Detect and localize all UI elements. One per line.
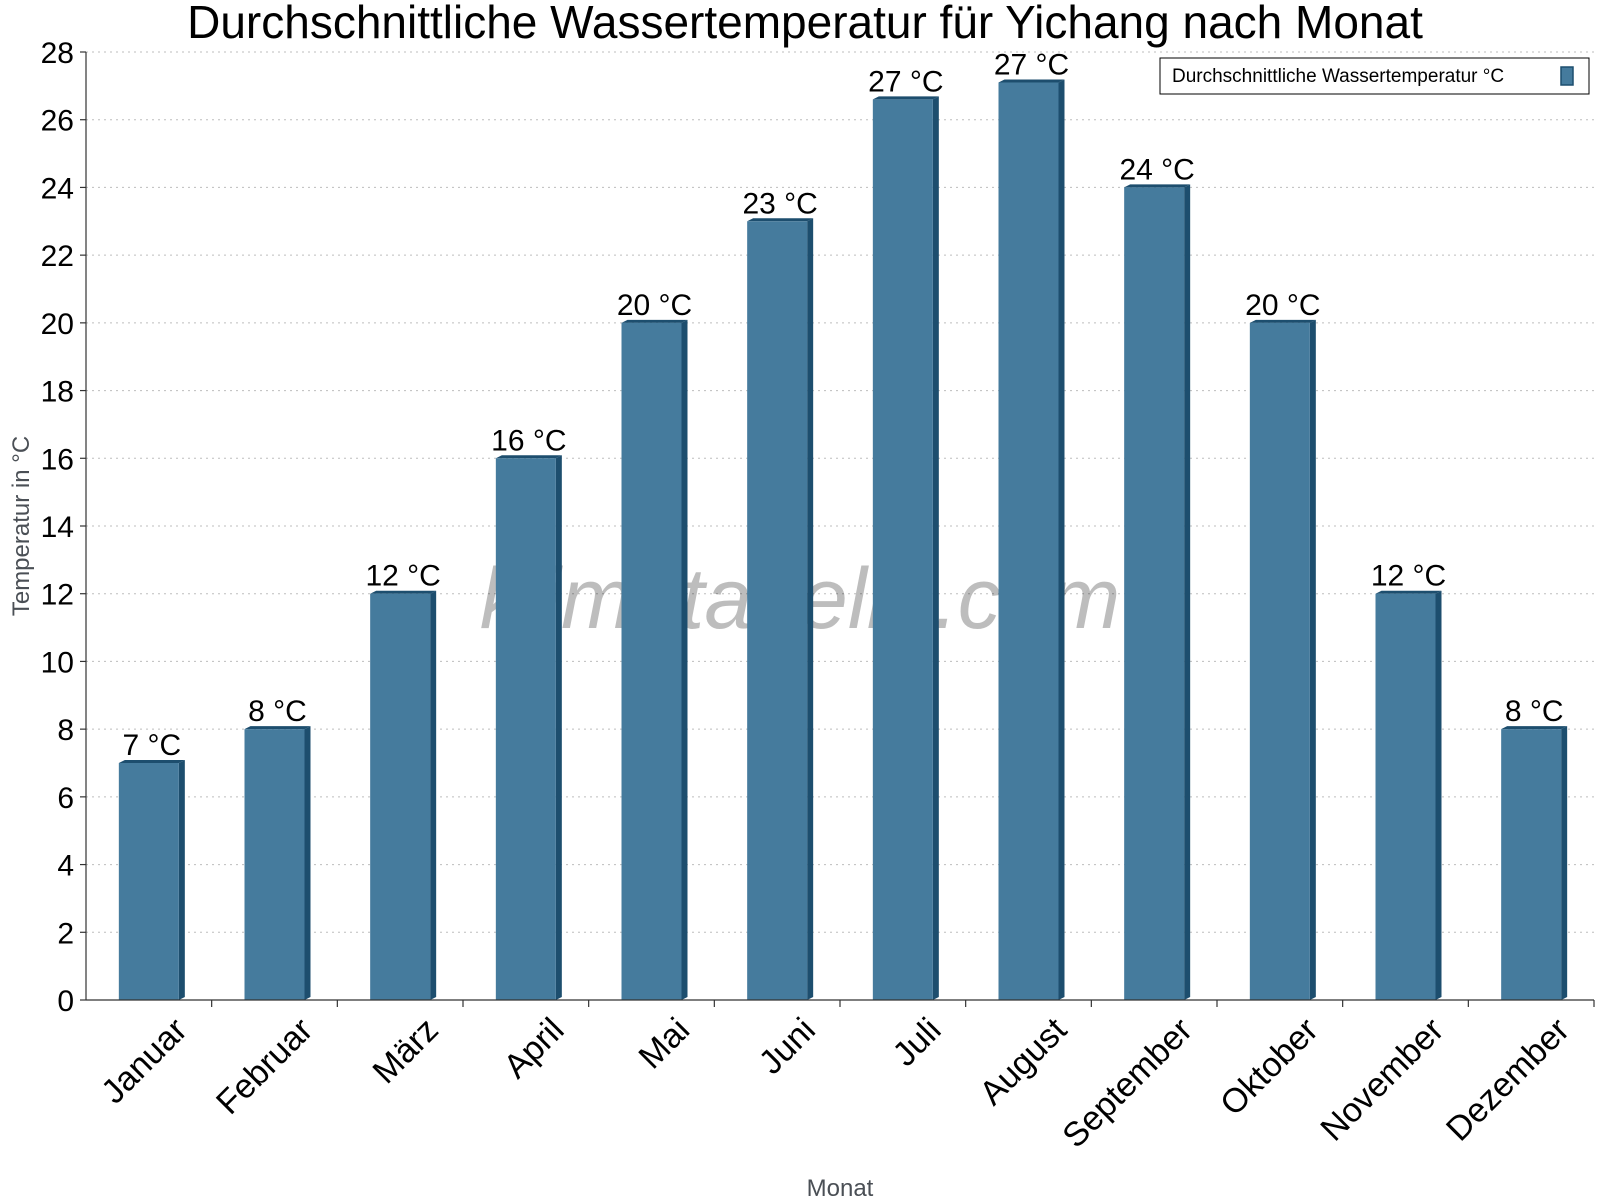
x-tick-label: April — [497, 1011, 572, 1086]
data-label: 20 °C — [617, 289, 692, 322]
bar — [495, 455, 562, 1000]
bar-side — [807, 218, 814, 1001]
bar-front — [118, 763, 179, 1000]
legend-swatch — [1560, 66, 1574, 86]
data-label: 7 °C — [122, 729, 181, 762]
x-tick-label: Oktober — [1213, 1011, 1325, 1123]
bar-front — [244, 729, 305, 1000]
data-label: 24 °C — [1119, 153, 1194, 186]
bar-front — [495, 458, 556, 1000]
y-tick-label: 14 — [41, 511, 74, 544]
data-label: 8 °C — [248, 695, 307, 728]
x-tick-label: März — [366, 1011, 446, 1091]
bar-top — [1124, 184, 1191, 188]
legend-label: Durchschnittliche Wassertemperatur °C — [1172, 66, 1504, 87]
y-tick-label: 26 — [41, 105, 74, 138]
legend: Durchschnittliche Wassertemperatur °C — [1159, 57, 1590, 95]
x-tick-label: Januar — [94, 1011, 194, 1111]
legend-box — [1159, 57, 1590, 95]
y-tick-label: 22 — [41, 240, 74, 273]
x-tick-label: Mai — [632, 1011, 698, 1077]
bar-side — [1184, 184, 1191, 1000]
y-axis-label: Temperatur in °C — [8, 436, 35, 616]
bar — [118, 760, 185, 1000]
bar-front — [370, 593, 431, 1000]
data-label: 23 °C — [742, 187, 817, 220]
x-axis-ticks: Januar Februar März April Mai Juni Juli AugustS… — [94, 1000, 1595, 1155]
bar — [1249, 319, 1316, 1000]
y-tick-label: 12 — [41, 579, 74, 612]
data-label: 12 °C — [365, 560, 440, 593]
bar — [1124, 184, 1191, 1000]
bar — [244, 726, 311, 1000]
chart-title: Durchschnittliche Wassertemperatur für Y… — [187, 0, 1423, 48]
y-tick-label: 18 — [41, 376, 74, 409]
bar-front — [1249, 322, 1310, 1000]
bar — [370, 590, 437, 1000]
bar-top — [370, 590, 437, 594]
bar-front — [1501, 729, 1562, 1000]
y-tick-label: 0 — [57, 985, 74, 1018]
bar — [872, 96, 939, 1000]
x-tick-label: September — [1055, 1011, 1199, 1155]
data-label: 27 °C — [868, 65, 943, 98]
gridlines — [86, 51, 1594, 933]
data-label: 27 °C — [994, 48, 1069, 81]
bar-front — [747, 221, 808, 1001]
y-tick-label: 16 — [41, 443, 74, 476]
bar-side — [178, 760, 185, 1000]
data-label: 8 °C — [1505, 695, 1564, 728]
y-tick-label: 6 — [57, 782, 74, 815]
bar-group: 7 °C 8 °C 12 °C 16 °C 20 °C 23 °C 27 °C 27 °C 24… — [118, 48, 1568, 1001]
bar-side — [555, 455, 562, 1000]
bar-side — [304, 726, 311, 1000]
x-tick-label: August — [972, 1010, 1074, 1112]
bar — [621, 319, 688, 1000]
bar — [1375, 590, 1442, 1000]
bar-top — [1501, 726, 1568, 730]
bar-top — [118, 760, 185, 763]
bar-top — [621, 319, 688, 323]
bar-side — [1435, 590, 1442, 1000]
x-tick-label: Februar — [209, 1011, 320, 1122]
bar-top — [872, 96, 939, 100]
y-tick-label: 28 — [41, 37, 74, 70]
y-tick-label: 8 — [57, 714, 74, 747]
bar-front — [621, 322, 682, 1000]
x-axis-label: Monat — [807, 1175, 874, 1200]
y-tick-label: 2 — [57, 917, 74, 950]
x-tick-label: Dezember — [1439, 1011, 1577, 1149]
bar-front — [872, 99, 933, 1000]
y-tick-label: 4 — [57, 850, 74, 883]
y-tick-label: 24 — [41, 172, 74, 205]
bar-side — [932, 96, 939, 1000]
bar-top — [495, 455, 562, 459]
bar-side — [1058, 79, 1065, 1000]
data-label: 16 °C — [491, 424, 566, 457]
y-tick-label: 20 — [41, 308, 74, 341]
bar-front — [1375, 593, 1436, 1000]
bar-front — [998, 82, 1059, 1000]
bar — [998, 79, 1065, 1000]
bar-top — [1249, 319, 1316, 323]
bar-side — [681, 319, 688, 1000]
bar-top — [747, 218, 814, 222]
bar-side — [1561, 726, 1568, 1000]
data-label: 20 °C — [1245, 289, 1320, 322]
x-tick-label: Juli — [886, 1011, 949, 1074]
bar-front — [1124, 187, 1185, 1000]
bar-side — [1309, 319, 1316, 1000]
data-label: 12 °C — [1371, 560, 1446, 593]
bar-side — [430, 590, 437, 1000]
x-tick-label: November — [1313, 1011, 1451, 1149]
bar — [747, 218, 814, 1001]
bar-top — [998, 79, 1065, 83]
x-tick-label: Juni — [752, 1011, 823, 1082]
bar — [1501, 726, 1568, 1000]
bar-top — [1375, 590, 1442, 594]
bar-top — [244, 726, 311, 730]
y-tick-label: 10 — [41, 646, 74, 679]
